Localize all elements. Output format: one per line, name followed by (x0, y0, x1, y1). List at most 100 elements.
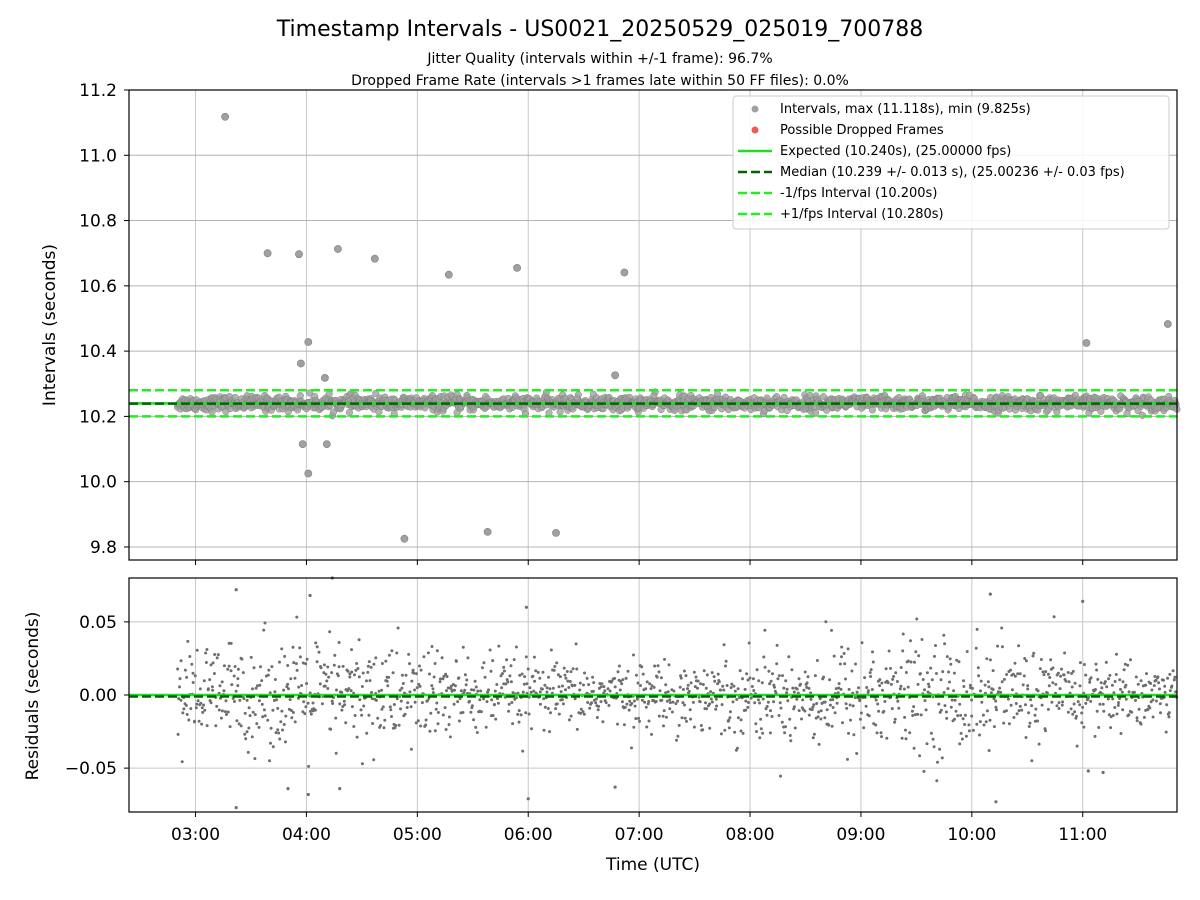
residual-point (944, 710, 948, 714)
residual-point (431, 687, 435, 691)
residual-point (276, 728, 280, 732)
residual-point (654, 700, 658, 703)
residual-point (197, 719, 201, 723)
residual-point (757, 679, 761, 683)
residual-point (461, 645, 465, 649)
residual-point (426, 699, 429, 703)
residual-point (555, 661, 559, 665)
residual-point (746, 705, 750, 709)
residual-point (904, 737, 908, 741)
residual-point (802, 688, 806, 692)
residual-point (466, 656, 470, 660)
residual-point (315, 660, 319, 664)
residual-point (692, 725, 696, 729)
residual-point (830, 628, 833, 632)
residual-point (624, 676, 628, 680)
interval-outlier-point (513, 263, 521, 272)
residual-point (885, 736, 889, 740)
residual-point (431, 691, 435, 695)
residual-point (608, 689, 612, 693)
residual-point (561, 684, 564, 688)
residual-point (829, 698, 833, 702)
residual-point (1078, 661, 1082, 665)
residual-point (650, 684, 654, 688)
residuals-y-axis-label: Residuals (seconds) (23, 612, 43, 781)
residual-point (1135, 716, 1139, 720)
residual-point (365, 731, 369, 735)
residual-point (1094, 688, 1097, 691)
residual-point (480, 666, 484, 670)
residual-point (701, 683, 705, 686)
residual-point (250, 735, 254, 739)
residual-point (243, 732, 247, 736)
residual-point (949, 705, 953, 709)
residual-point (779, 706, 783, 710)
residual-point (308, 709, 312, 713)
residual-point (632, 699, 636, 703)
residual-point (650, 732, 653, 736)
residual-point (533, 679, 537, 683)
residual-point (457, 676, 461, 680)
residual-point (963, 723, 967, 726)
residual-point (523, 675, 527, 679)
residual-point (1105, 685, 1109, 689)
residual-point (286, 682, 290, 686)
interval-point (918, 392, 926, 400)
residual-point (846, 757, 849, 761)
residual-point (1148, 706, 1152, 710)
residual-point (549, 711, 552, 715)
residual-point (1062, 673, 1066, 677)
residual-point (215, 656, 219, 660)
residual-point (509, 680, 513, 684)
residual-point (1111, 714, 1115, 717)
residual-point (597, 704, 601, 708)
residual-point (840, 645, 844, 649)
residual-point (830, 724, 834, 728)
residual-point (505, 658, 509, 662)
residual-point (659, 676, 663, 680)
residual-point (390, 649, 394, 653)
residual-point (869, 668, 873, 672)
residual-point (314, 641, 318, 645)
residual-point (979, 679, 983, 683)
residual-point (1082, 663, 1086, 666)
residual-point (1037, 742, 1041, 746)
residual-point (491, 659, 495, 663)
residual-point (680, 716, 684, 720)
residual-point (416, 719, 420, 723)
residual-point (1059, 674, 1063, 678)
residual-point (446, 686, 450, 690)
residual-point (953, 698, 957, 702)
residual-point (1028, 721, 1032, 725)
residual-point (1142, 715, 1146, 719)
residual-point (447, 715, 451, 719)
residual-point (543, 705, 547, 709)
residual-point (699, 724, 703, 727)
residual-point (179, 698, 183, 702)
residual-point (209, 663, 213, 667)
residual-point (354, 668, 358, 672)
residual-point (865, 686, 869, 689)
residual-point (978, 720, 982, 724)
residual-point (521, 690, 525, 694)
residual-point (635, 697, 639, 701)
residual-point (358, 698, 362, 702)
residual-point (929, 666, 933, 670)
residual-point (867, 714, 871, 718)
residual-point (372, 662, 376, 666)
residual-point (881, 688, 884, 692)
residual-point (776, 677, 780, 681)
residual-point (1063, 651, 1067, 655)
residual-point (268, 691, 272, 695)
residual-point (719, 688, 722, 692)
residual-point (470, 688, 473, 692)
residual-point (591, 689, 595, 693)
residual-point (882, 709, 886, 713)
residual-point (945, 655, 949, 659)
residual-point (735, 698, 739, 701)
residual-point (1115, 652, 1118, 656)
residual-point (1027, 711, 1031, 715)
residuals-y-tick-label: 0.05 (79, 613, 117, 633)
residual-point (214, 724, 218, 728)
residual-point (507, 702, 511, 706)
